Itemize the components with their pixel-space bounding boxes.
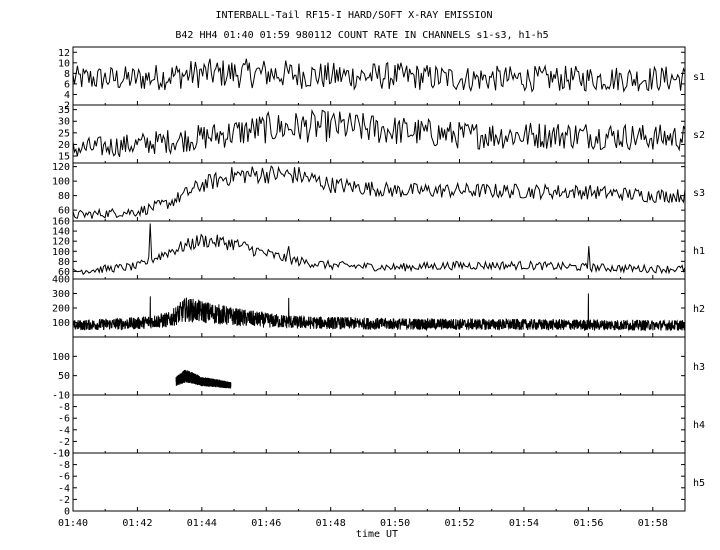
y-tick-label-s2: 30 xyxy=(58,117,70,128)
chart-subtitle: B42 HH4 01:40 01:59 980112 COUNT RATE IN… xyxy=(175,30,548,41)
series-line-s1 xyxy=(72,58,686,93)
y-tick-label-h2: 300 xyxy=(52,289,70,300)
y-tick-label-s1: 2 xyxy=(64,101,70,112)
y-tick-label-h4: -8 xyxy=(58,402,70,413)
series-line-s3 xyxy=(72,165,686,219)
series-line-h3 xyxy=(175,369,232,389)
y-tick-label-s1: 10 xyxy=(58,58,70,69)
panels-group: 24681012s11520253035s26080100120s3608010… xyxy=(52,46,705,518)
x-tick-label: 01:42 xyxy=(122,518,152,529)
series-label-h4: h4 xyxy=(693,420,705,431)
y-tick-label-h3: 100 xyxy=(52,352,70,363)
y-tick-label-h5: -4 xyxy=(58,483,70,494)
y-tick-label-h5: -6 xyxy=(58,472,70,483)
y-tick-label-h5: 0 xyxy=(64,507,70,518)
y-tick-label-s3: 120 xyxy=(52,162,70,173)
y-tick-label-h2: 200 xyxy=(52,304,70,315)
y-tick-label-s3: 60 xyxy=(58,206,70,217)
y-tick-label-h1: 140 xyxy=(52,227,70,238)
x-tick-label: 01:48 xyxy=(316,518,346,529)
series-label-h3: h3 xyxy=(693,362,705,373)
y-tick-label-h5: -2 xyxy=(58,495,70,506)
x-tick-label: 01:44 xyxy=(187,518,217,529)
panel-frame-h5 xyxy=(72,452,686,512)
y-tick-label-h1: 100 xyxy=(52,247,70,258)
x-axis: 01:40 01:42 01:44 01:46 01:48 01:50 01:52 01:54… xyxy=(58,518,668,529)
x-tick-label: 01:52 xyxy=(444,518,474,529)
y-tick-label-s2: 25 xyxy=(58,128,70,139)
y-tick-label-s1: 12 xyxy=(58,48,70,59)
series-label-h2: h2 xyxy=(693,304,705,315)
y-tick-label-h4: -10 xyxy=(52,391,70,402)
series-label-s3: s3 xyxy=(693,188,705,199)
series-line-h1 xyxy=(72,223,686,276)
y-tick-label-s1: 8 xyxy=(64,69,70,80)
series-label-h5: h5 xyxy=(693,478,705,489)
x-axis-label: time UT xyxy=(356,529,398,540)
y-tick-label-s1: 6 xyxy=(64,79,70,90)
x-tick-label: 01:54 xyxy=(509,518,539,529)
y-tick-label-h4: -2 xyxy=(58,437,70,448)
y-tick-label-h3: 50 xyxy=(58,371,70,382)
y-tick-label-s3: 100 xyxy=(52,177,70,188)
chart-title: INTERBALL-Tail RF15-I HARD/SOFT X-RAY EM… xyxy=(216,10,493,21)
x-tick-label: 01:56 xyxy=(573,518,603,529)
y-tick-label-h1: 80 xyxy=(58,257,70,268)
y-tick-label-s3: 80 xyxy=(58,191,70,202)
y-tick-label-s2: 15 xyxy=(58,152,70,163)
x-tick-label: 01:58 xyxy=(638,518,668,529)
y-tick-label-h2: 100 xyxy=(52,318,70,329)
y-tick-label-h4: -6 xyxy=(58,414,70,425)
y-tick-label-h1: 120 xyxy=(52,237,70,248)
y-tick-label-s1: 4 xyxy=(64,90,70,101)
series-label-s2: s2 xyxy=(693,130,705,141)
x-tick-label: 01:50 xyxy=(380,518,410,529)
series-line-h2 xyxy=(72,293,686,332)
y-tick-label-h5: -8 xyxy=(58,460,70,471)
y-tick-label-h4: -4 xyxy=(58,425,70,436)
y-tick-label-s2: 20 xyxy=(58,140,70,151)
y-tick-label-s2: 35 xyxy=(58,105,70,116)
y-tick-label-h5: -10 xyxy=(52,449,70,460)
series-line-s2 xyxy=(72,108,686,157)
y-tick-label-h1: 160 xyxy=(52,217,70,228)
x-tick-label: 01:46 xyxy=(251,518,281,529)
series-label-s1: s1 xyxy=(693,72,705,83)
series-label-h1: h1 xyxy=(693,246,705,257)
y-tick-label-h2: 400 xyxy=(52,275,70,286)
y-tick-label-h1: 60 xyxy=(58,267,70,278)
x-tick-label: 01:40 xyxy=(58,518,88,529)
y-tick-label-h4: 0 xyxy=(64,449,70,460)
